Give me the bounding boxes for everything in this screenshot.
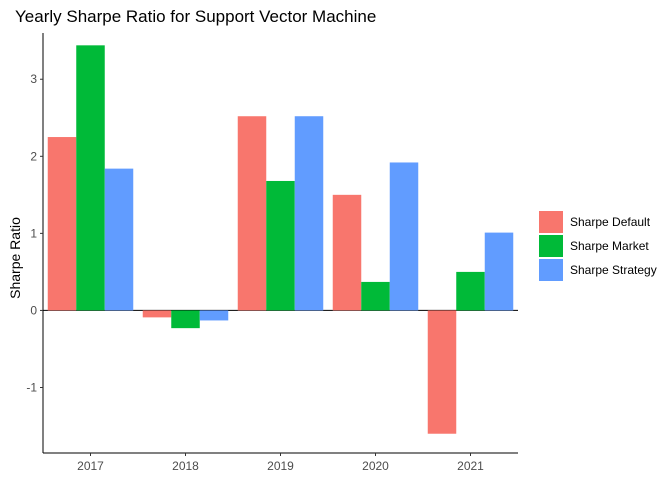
bar-sharpe-market-2021 xyxy=(456,271,485,311)
y-tick-label: 3 xyxy=(30,72,37,86)
bar-sharpe-default-2020 xyxy=(332,194,362,311)
bar-sharpe-strategy-2021 xyxy=(484,232,514,311)
bar-sharpe-default-2021 xyxy=(427,310,457,434)
legend-label: Sharpe Default xyxy=(570,215,651,229)
bar-sharpe-default-2019 xyxy=(237,116,267,311)
x-tick-label: 2019 xyxy=(267,459,294,473)
x-tick-label: 2018 xyxy=(172,459,199,473)
x-tick-label: 2020 xyxy=(362,459,389,473)
bar-sharpe-strategy-2018 xyxy=(199,310,229,321)
bar-sharpe-market-2020 xyxy=(361,281,390,311)
legend-key-sharpe-strategy xyxy=(539,259,563,281)
bar-sharpe-market-2017 xyxy=(76,45,105,311)
y-tick-label: -1 xyxy=(26,380,37,394)
bar-sharpe-strategy-2019 xyxy=(294,116,324,311)
bar-sharpe-default-2017 xyxy=(47,137,77,311)
legend-label: Sharpe Market xyxy=(570,239,649,253)
legend: Sharpe Default Sharpe Market Sharpe Strate… xyxy=(539,211,657,281)
bar-sharpe-default-2018 xyxy=(142,310,172,318)
bar-sharpe-market-2019 xyxy=(266,180,295,311)
legend-key-sharpe-market xyxy=(539,235,563,257)
bar-sharpe-strategy-2020 xyxy=(389,162,419,311)
y-tick-label: 0 xyxy=(30,303,37,317)
bar-sharpe-strategy-2017 xyxy=(104,168,134,311)
y-tick-label: 2 xyxy=(30,149,37,163)
legend-label: Sharpe Strategy xyxy=(570,263,657,277)
chart-title: Yearly Sharpe Ratio for Support Vector M… xyxy=(15,7,376,26)
x-tick-label: 2017 xyxy=(77,459,104,473)
bar-sharpe-market-2018 xyxy=(171,310,200,329)
y-tick-label: 1 xyxy=(30,226,37,240)
tick-labels: -1 0 1 2 3 2017 2018 2019 2020 2021 xyxy=(26,72,484,473)
y-axis-title: Sharpe Ratio xyxy=(7,217,23,299)
legend-key-sharpe-default xyxy=(539,211,563,233)
bars xyxy=(47,45,514,434)
x-tick-label: 2021 xyxy=(457,459,484,473)
